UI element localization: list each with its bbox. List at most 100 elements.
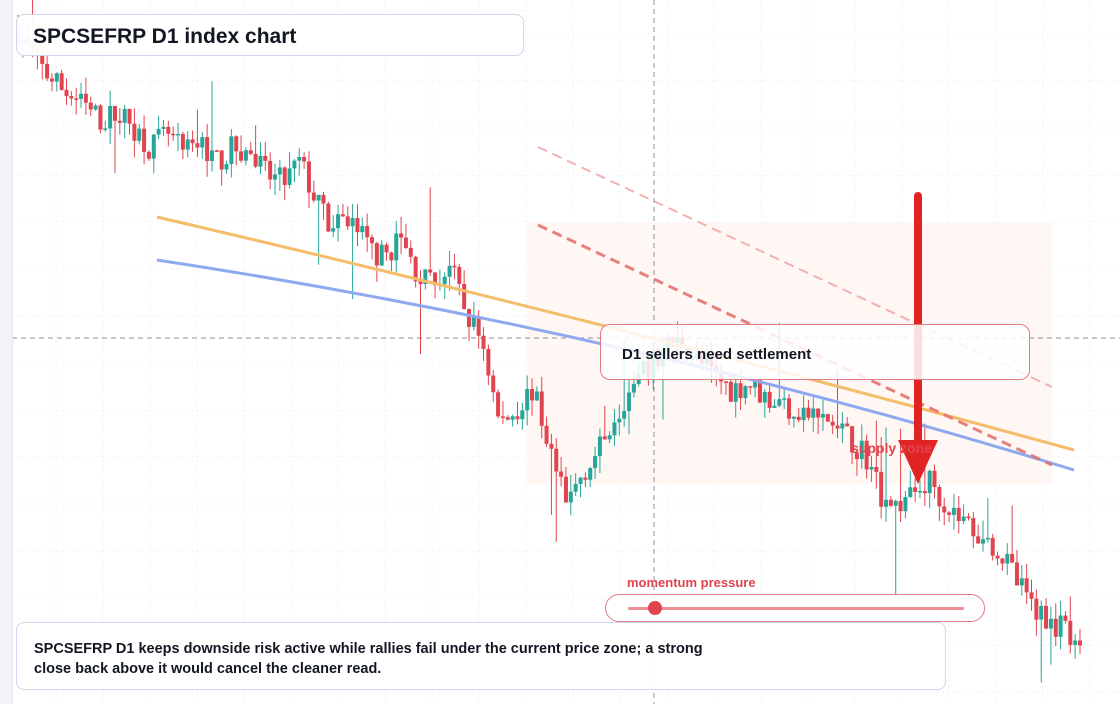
candle-up: [297, 157, 302, 161]
candle-down: [515, 416, 520, 420]
candle-up: [176, 133, 181, 136]
candle-down: [500, 416, 505, 418]
candle-down: [74, 98, 79, 100]
candle-down: [947, 512, 952, 515]
candle-down: [1029, 592, 1034, 599]
candle-down: [767, 391, 772, 408]
candle-up: [772, 405, 777, 408]
candle-up: [782, 398, 787, 400]
candle-down: [835, 425, 840, 429]
candle-up: [1005, 553, 1010, 564]
candle-down: [171, 133, 176, 136]
candle-down: [850, 426, 855, 453]
candle-down: [112, 105, 117, 121]
candle-up: [811, 408, 816, 418]
candle-up: [423, 269, 428, 285]
candle-down: [1034, 598, 1039, 620]
candle-down: [922, 490, 927, 494]
candle-down: [738, 383, 743, 399]
candle-down: [59, 73, 64, 90]
candle-down: [466, 308, 471, 327]
candle-down: [462, 283, 467, 309]
candle-down: [995, 555, 1000, 559]
candle-down: [1044, 605, 1049, 629]
supply-zone-label: supply zone: [851, 440, 932, 456]
candle-up: [224, 164, 229, 170]
candle-down: [845, 423, 850, 427]
candle-up: [525, 389, 530, 411]
candle-down: [365, 226, 370, 238]
candle-down: [1014, 562, 1019, 586]
candle-down: [724, 381, 728, 383]
candle-up: [753, 379, 758, 388]
candle-down: [559, 471, 564, 477]
candle-up: [292, 160, 297, 169]
momentum-knob[interactable]: [647, 601, 662, 615]
candle-down: [879, 471, 884, 507]
candle-down: [345, 216, 350, 227]
candle-up: [612, 422, 617, 436]
candle-up: [54, 73, 59, 82]
candle-up: [350, 217, 355, 227]
candle-up: [379, 244, 384, 266]
title-panel: SPCSEFRP D1 index chart: [16, 14, 524, 56]
candle-down: [98, 105, 103, 130]
candle-down: [389, 252, 394, 261]
candle-down: [355, 217, 360, 233]
candle-down: [340, 214, 345, 217]
candle-down: [787, 398, 792, 419]
callout-box: D1 sellers need settlement: [600, 324, 1030, 380]
candle-down: [413, 256, 418, 282]
candle-up: [520, 410, 525, 420]
candle-down: [942, 506, 947, 513]
candle-up: [869, 466, 874, 470]
left-scale-edge: [0, 0, 13, 704]
candle-down: [306, 161, 311, 193]
candle-down: [457, 266, 462, 284]
candle-up: [151, 134, 156, 159]
candle-down: [937, 486, 942, 507]
candle-up: [762, 391, 767, 403]
candle-up: [200, 137, 205, 148]
candle-up: [893, 500, 898, 506]
candle-up: [908, 487, 913, 498]
candle-down: [898, 500, 903, 512]
candle-down: [544, 425, 549, 444]
candle-down: [88, 102, 93, 110]
candle-down: [1068, 620, 1073, 645]
candle-up: [287, 168, 292, 185]
candle-down: [554, 448, 559, 472]
candle-down: [239, 151, 244, 161]
candle-up: [161, 126, 166, 129]
candle-up: [593, 456, 598, 469]
momentum-meter: [605, 594, 985, 622]
candle-up: [137, 128, 142, 141]
candle-down: [563, 476, 568, 503]
candle-down: [219, 150, 224, 170]
candle-up: [733, 383, 738, 402]
candle-down: [268, 160, 273, 180]
candle-down: [816, 408, 821, 418]
candle-down: [69, 96, 74, 99]
candle-down: [127, 108, 132, 124]
candle-up: [951, 507, 956, 515]
candle-up: [627, 392, 632, 412]
candle-down: [374, 243, 379, 266]
candle-down: [214, 150, 219, 152]
candle-up: [156, 128, 161, 135]
candle-up: [258, 155, 263, 167]
candle-down: [976, 536, 981, 544]
candle-down: [370, 237, 374, 244]
candle-down: [583, 477, 588, 480]
candle-up: [360, 226, 365, 233]
candle-up: [981, 539, 986, 544]
candle-up: [1019, 578, 1024, 586]
candle-down: [757, 379, 762, 403]
candle-down: [796, 416, 801, 421]
momentum-label: momentum pressure: [627, 575, 756, 590]
candle-up: [631, 383, 636, 393]
candle-up: [573, 483, 578, 492]
candle-down: [505, 417, 510, 420]
candle-down: [248, 150, 253, 154]
